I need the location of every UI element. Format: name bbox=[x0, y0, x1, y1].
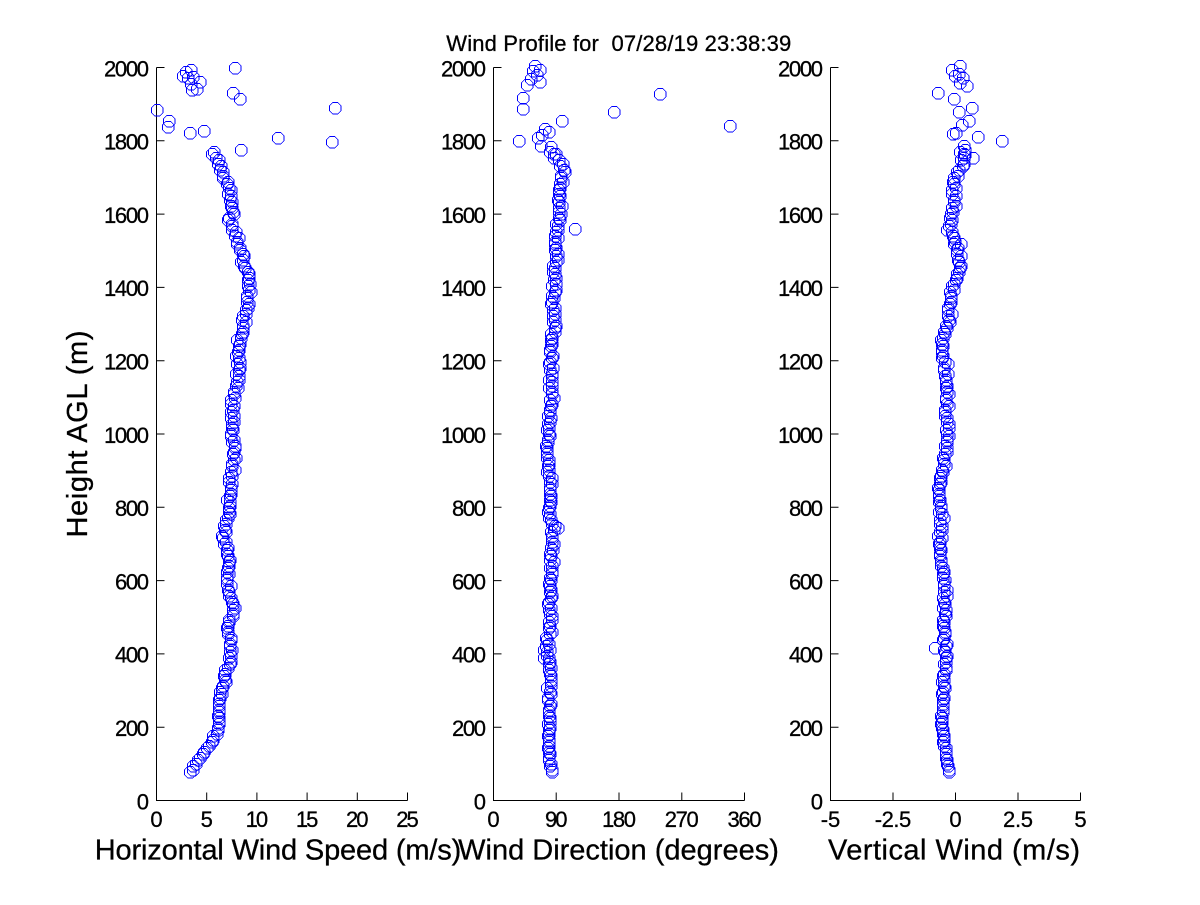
svg-text:Height AGL (m): Height AGL (m) bbox=[62, 331, 94, 538]
svg-text:2000: 2000 bbox=[104, 56, 149, 81]
svg-text:2000: 2000 bbox=[441, 56, 486, 81]
svg-text:1600: 1600 bbox=[441, 203, 486, 228]
svg-text:90: 90 bbox=[545, 807, 568, 832]
svg-text:400: 400 bbox=[789, 643, 823, 668]
svg-text:0: 0 bbox=[150, 807, 162, 832]
svg-text:180: 180 bbox=[602, 807, 636, 832]
svg-text:600: 600 bbox=[115, 569, 149, 594]
svg-text:1600: 1600 bbox=[778, 203, 823, 228]
svg-text:1400: 1400 bbox=[104, 276, 149, 301]
svg-text:0: 0 bbox=[474, 789, 486, 814]
svg-text:Vertical Wind (m/s): Vertical Wind (m/s) bbox=[828, 835, 1080, 867]
svg-text:-2.5: -2.5 bbox=[875, 807, 912, 832]
svg-text:1000: 1000 bbox=[441, 423, 486, 448]
svg-text:5: 5 bbox=[1074, 807, 1086, 832]
svg-text:20: 20 bbox=[346, 807, 369, 832]
svg-text:1200: 1200 bbox=[778, 350, 823, 375]
svg-text:360: 360 bbox=[728, 807, 762, 832]
svg-text:400: 400 bbox=[452, 643, 486, 668]
svg-text:1400: 1400 bbox=[778, 276, 823, 301]
svg-text:10: 10 bbox=[246, 807, 269, 832]
svg-text:270: 270 bbox=[665, 807, 699, 832]
svg-text:0: 0 bbox=[487, 807, 499, 832]
svg-text:800: 800 bbox=[789, 496, 823, 521]
svg-text:600: 600 bbox=[452, 569, 486, 594]
svg-text:200: 200 bbox=[452, 716, 486, 741]
svg-text:1800: 1800 bbox=[441, 130, 486, 155]
svg-text:Wind Profile for 07/28/19 23:: Wind Profile for 07/28/19 23:38:39 bbox=[446, 31, 791, 56]
svg-text:1200: 1200 bbox=[104, 350, 149, 375]
svg-text:400: 400 bbox=[115, 643, 149, 668]
svg-text:200: 200 bbox=[115, 716, 149, 741]
svg-text:Wind Direction (degrees): Wind Direction (degrees) bbox=[458, 835, 779, 867]
svg-text:1800: 1800 bbox=[778, 130, 823, 155]
svg-text:1800: 1800 bbox=[104, 130, 149, 155]
svg-text:5: 5 bbox=[201, 807, 213, 832]
svg-text:2.5: 2.5 bbox=[1003, 807, 1033, 832]
svg-text:0: 0 bbox=[811, 789, 823, 814]
svg-text:1200: 1200 bbox=[441, 350, 486, 375]
svg-text:800: 800 bbox=[115, 496, 149, 521]
svg-text:2000: 2000 bbox=[778, 56, 823, 81]
svg-text:25: 25 bbox=[396, 807, 419, 832]
svg-text:1000: 1000 bbox=[104, 423, 149, 448]
svg-text:1400: 1400 bbox=[441, 276, 486, 301]
svg-text:800: 800 bbox=[452, 496, 486, 521]
svg-text:1000: 1000 bbox=[778, 423, 823, 448]
svg-text:Horizontal Wind Speed (m/s): Horizontal Wind Speed (m/s) bbox=[95, 835, 462, 867]
svg-text:200: 200 bbox=[789, 716, 823, 741]
svg-text:0: 0 bbox=[137, 789, 149, 814]
svg-text:1600: 1600 bbox=[104, 203, 149, 228]
svg-text:600: 600 bbox=[789, 569, 823, 594]
svg-text:0: 0 bbox=[949, 807, 961, 832]
svg-text:15: 15 bbox=[296, 807, 319, 832]
svg-text:-5: -5 bbox=[821, 807, 841, 832]
